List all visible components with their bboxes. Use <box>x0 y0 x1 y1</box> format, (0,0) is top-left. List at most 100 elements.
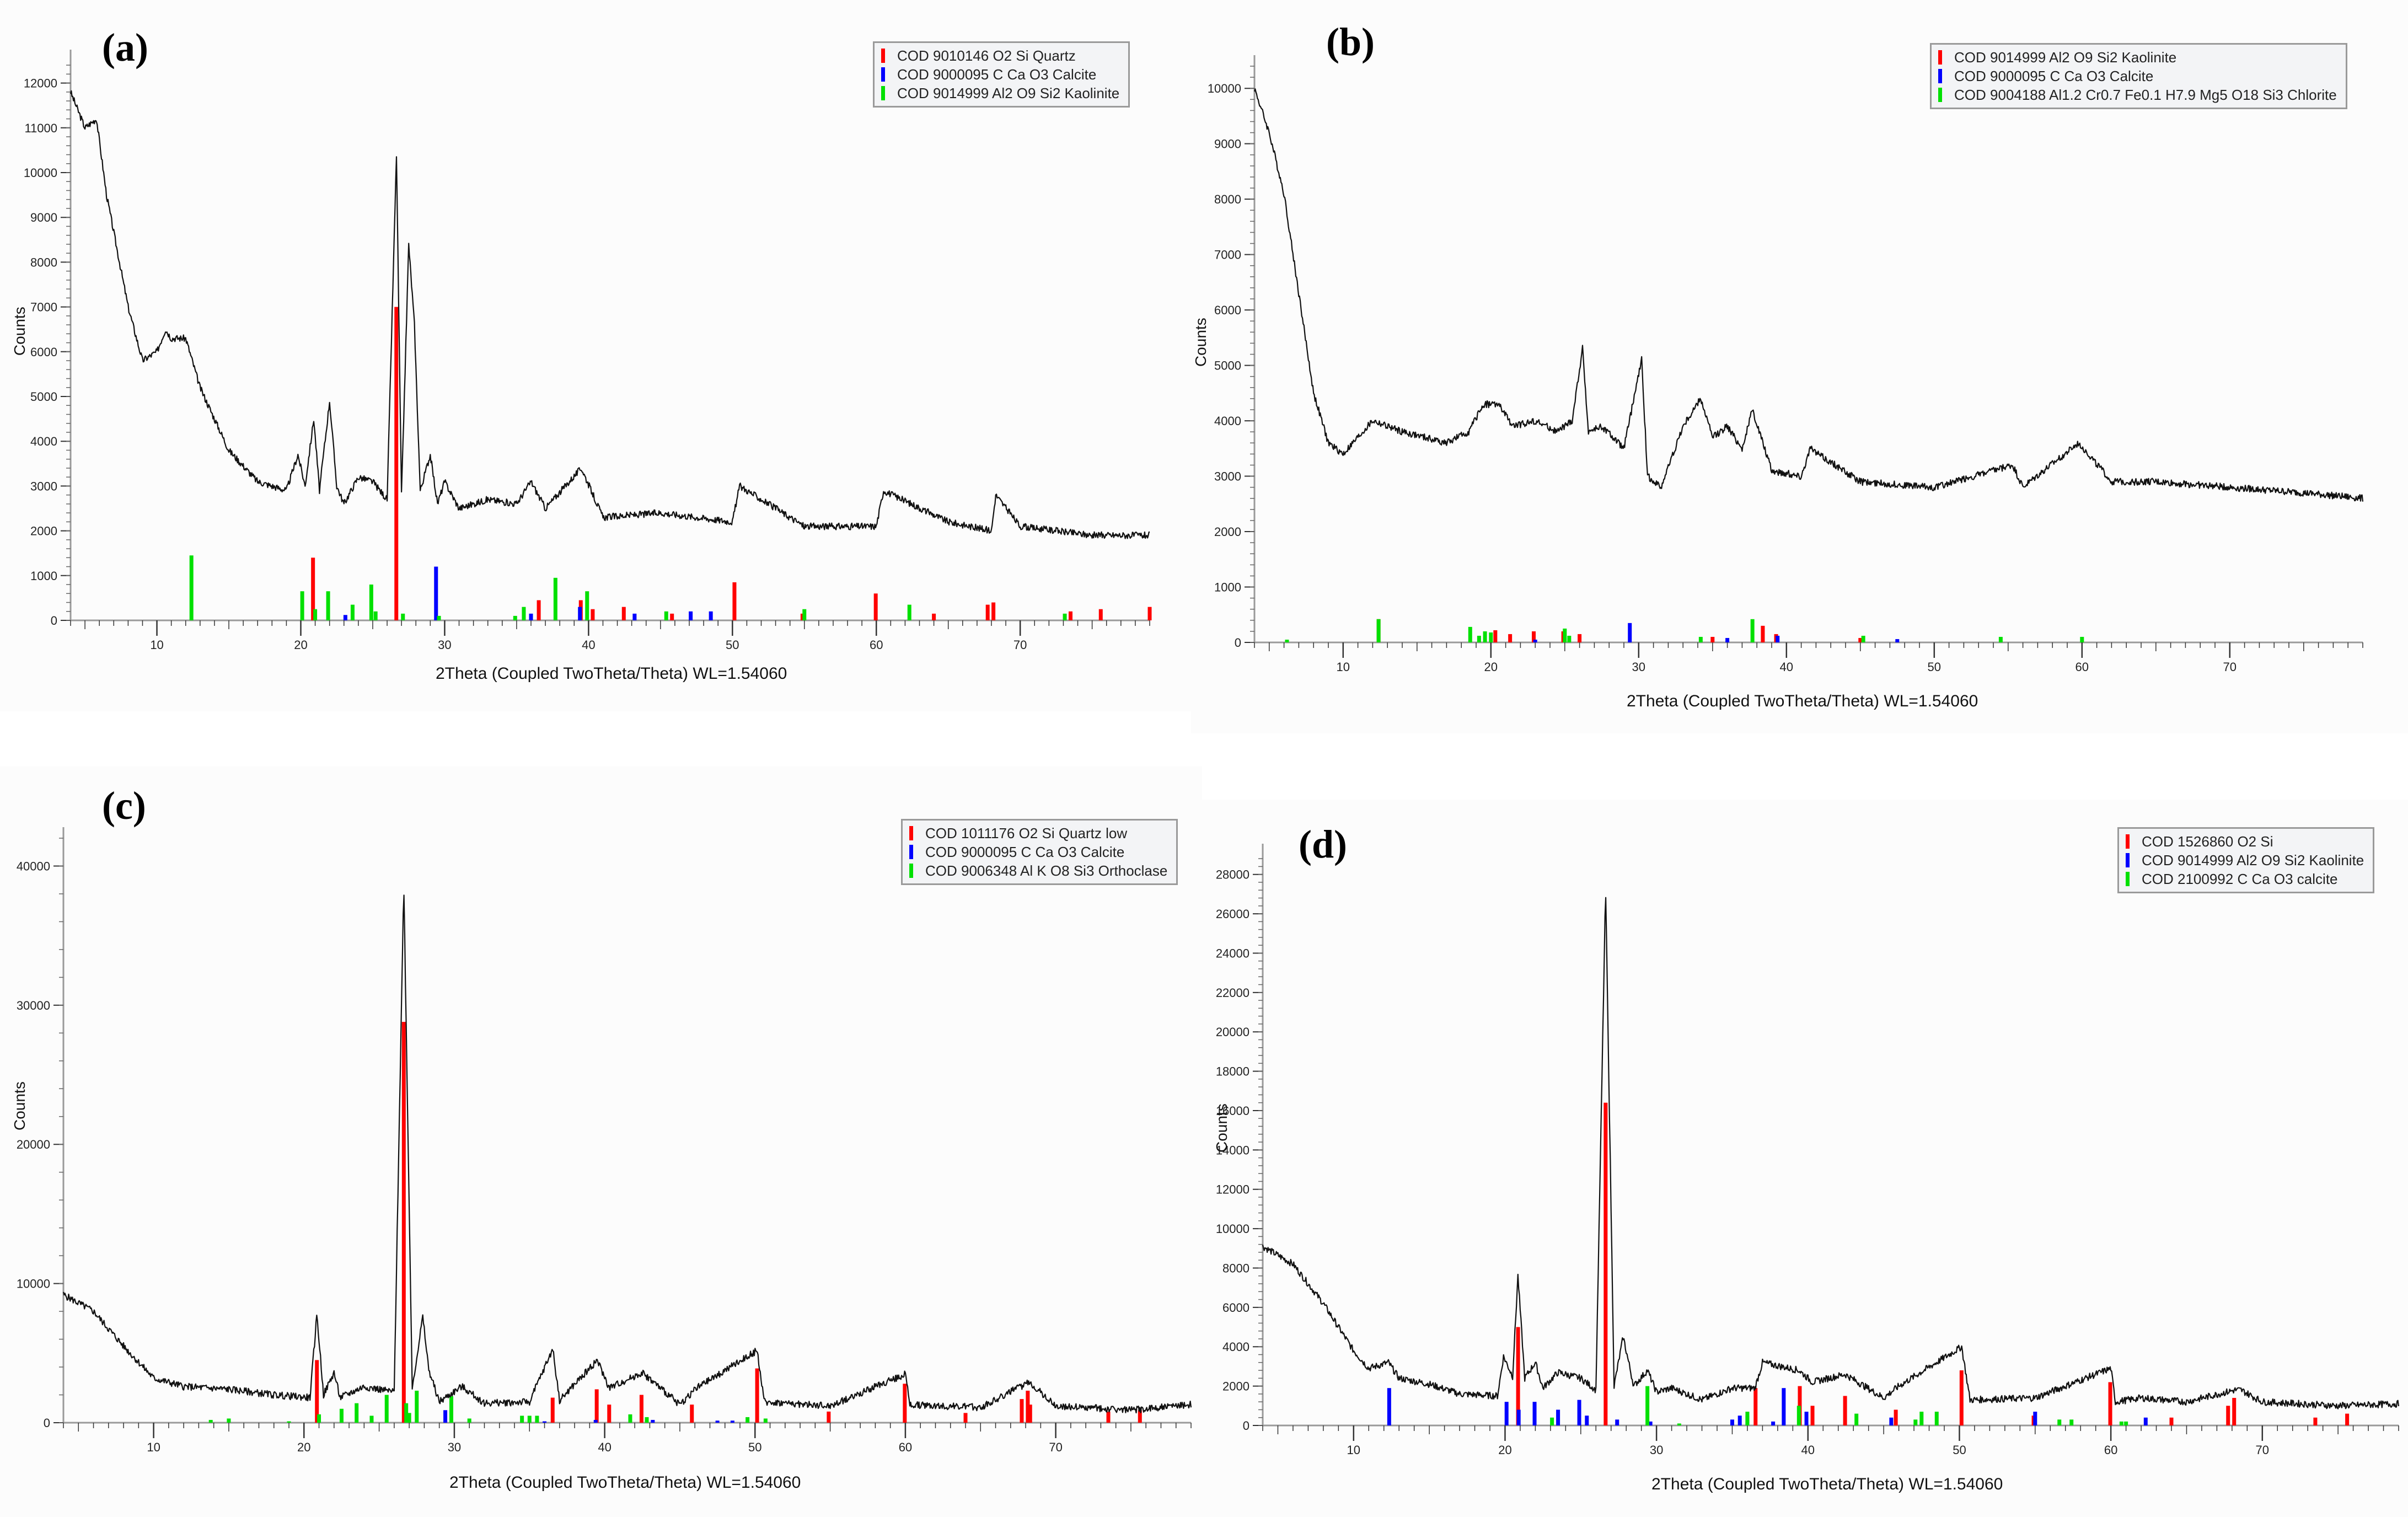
legend-item: COD 9004188 Al1.2 Cr0.7 Fe0.1 H7.9 Mg5 O… <box>1938 85 2337 104</box>
legend-d: COD 1526860 O2 Si COD 9014999 Al2 O9 Si2… <box>2117 827 2375 893</box>
legend-text: COD 9000095 C Ca O3 Calcite <box>925 843 1125 860</box>
svg-text:2000: 2000 <box>30 524 57 538</box>
legend-swatch-green <box>1938 88 1942 102</box>
plot-area-d: 0 2000 4000 6000 8000 10000 12000 14000 16000 180… <box>1216 844 2400 1457</box>
legend-text: COD 9000095 C Ca O3 Calcite <box>897 66 1097 83</box>
svg-text:28000: 28000 <box>1216 868 1249 882</box>
svg-text:1000: 1000 <box>30 569 57 583</box>
legend-swatch-green <box>2126 872 2130 886</box>
panel-label-a: (a) <box>102 25 148 69</box>
svg-text:0: 0 <box>51 614 57 628</box>
panel-d: 0 2000 4000 6000 8000 10000 12000 14000 16000 180… <box>1202 800 2408 1517</box>
svg-text:26000: 26000 <box>1216 907 1249 921</box>
y-axis-title-b: Counts <box>1192 318 1209 367</box>
legend-swatch-blue <box>1938 69 1942 83</box>
svg-text:5000: 5000 <box>1214 359 1241 373</box>
svg-text:8000: 8000 <box>1222 1261 1249 1275</box>
svg-text:14000: 14000 <box>1216 1143 1249 1157</box>
panel-b: 0 1000 2000 3000 4000 5000 6000 7000 8000 9000 100… <box>1191 0 2408 733</box>
svg-text:10000: 10000 <box>1216 1222 1249 1236</box>
legend-swatch-red <box>909 826 913 840</box>
svg-text:70: 70 <box>1049 1440 1062 1454</box>
plot-area-a: 0 1000 2000 3000 4000 5000 6000 7000 8000 9000 100… <box>24 50 1152 652</box>
svg-text:30: 30 <box>1632 660 1645 674</box>
legend-swatch-blue <box>881 67 885 82</box>
plot-area-c: 0 10000 20000 30000 40000 10 20 30 40 50 60 70 <box>17 827 1192 1454</box>
legend-text: COD 9010146 O2 Si Quartz <box>897 47 1076 64</box>
svg-text:40: 40 <box>1780 660 1793 674</box>
svg-text:20: 20 <box>297 1440 310 1454</box>
svg-text:3000: 3000 <box>1214 470 1241 484</box>
legend-item: COD 9000095 C Ca O3 Calcite <box>881 65 1119 84</box>
svg-text:8000: 8000 <box>1214 192 1241 206</box>
legend-text: COD 9004188 Al1.2 Cr0.7 Fe0.1 H7.9 Mg5 O… <box>1954 86 2337 103</box>
svg-text:60: 60 <box>899 1440 912 1454</box>
svg-text:20: 20 <box>1484 660 1498 674</box>
svg-text:6000: 6000 <box>30 345 57 359</box>
legend-item: COD 1011176 O2 Si Quartz low <box>909 824 1167 843</box>
svg-text:10: 10 <box>1347 1443 1360 1457</box>
svg-text:6000: 6000 <box>1214 303 1241 317</box>
svg-text:2000: 2000 <box>1214 525 1241 539</box>
svg-text:10000: 10000 <box>17 1277 50 1291</box>
svg-text:9000: 9000 <box>30 211 57 224</box>
svg-text:1000: 1000 <box>1214 581 1241 594</box>
legend-item: COD 9014999 Al2 O9 Si2 Kaolinite <box>1938 48 2337 67</box>
legend-item: COD 9006348 Al K O8 Si3 Orthoclase <box>909 861 1167 880</box>
svg-text:40000: 40000 <box>17 859 50 873</box>
x-axis-title-c: 2Theta (Coupled TwoTheta/Theta) WL=1.540… <box>449 1473 801 1492</box>
svg-text:12000: 12000 <box>24 77 57 90</box>
svg-text:0: 0 <box>1235 636 1241 650</box>
svg-text:60: 60 <box>2076 660 2089 674</box>
legend-swatch-blue <box>2126 853 2130 867</box>
svg-text:4000: 4000 <box>30 435 57 448</box>
svg-text:40: 40 <box>582 638 595 652</box>
svg-text:40: 40 <box>598 1440 611 1454</box>
legend-item: COD 9010146 O2 Si Quartz <box>881 46 1119 65</box>
legend-text: COD 1011176 O2 Si Quartz low <box>925 824 1128 841</box>
svg-text:0: 0 <box>44 1416 50 1430</box>
svg-text:20000: 20000 <box>17 1138 50 1151</box>
panel-label-b: (b) <box>1326 20 1375 64</box>
y-axis-title-d: Counts <box>1213 1103 1230 1153</box>
svg-text:50: 50 <box>1928 660 1941 674</box>
legend-text: COD 2100992 C Ca O3 calcite <box>2142 870 2338 887</box>
svg-text:9000: 9000 <box>1214 137 1241 151</box>
svg-text:2000: 2000 <box>1222 1380 1249 1393</box>
svg-text:30: 30 <box>448 1440 461 1454</box>
svg-text:20: 20 <box>294 638 307 652</box>
panel-label-c: (c) <box>102 784 146 828</box>
svg-text:10000: 10000 <box>24 166 57 180</box>
y-axis-title-c: Counts <box>11 1081 28 1130</box>
svg-text:18000: 18000 <box>1216 1065 1249 1079</box>
svg-text:30: 30 <box>438 638 451 652</box>
legend-swatch-red <box>1938 50 1942 65</box>
svg-text:20: 20 <box>1498 1443 1511 1457</box>
svg-text:24000: 24000 <box>1216 946 1249 960</box>
svg-text:7000: 7000 <box>1214 248 1241 262</box>
svg-text:70: 70 <box>1013 638 1027 652</box>
svg-text:7000: 7000 <box>30 301 57 314</box>
svg-text:3000: 3000 <box>30 479 57 493</box>
legend-item: COD 9014999 Al2 O9 Si2 Kaolinite <box>881 84 1119 103</box>
svg-text:16000: 16000 <box>1216 1104 1249 1118</box>
svg-text:50: 50 <box>726 638 739 652</box>
x-axis-title-a: 2Theta (Coupled TwoTheta/Theta) WL=1.540… <box>436 664 787 683</box>
svg-text:70: 70 <box>2223 660 2237 674</box>
legend-text: COD 9006348 Al K O8 Si3 Orthoclase <box>925 862 1168 879</box>
svg-text:12000: 12000 <box>1216 1183 1249 1197</box>
plot-area-b: 0 1000 2000 3000 4000 5000 6000 7000 8000 9000 100… <box>1208 55 2364 674</box>
svg-text:0: 0 <box>1243 1419 1249 1433</box>
legend-item: COD 9014999 Al2 O9 Si2 Kaolinite <box>2126 851 2364 870</box>
svg-text:60: 60 <box>870 638 883 652</box>
svg-text:70: 70 <box>2256 1443 2269 1457</box>
svg-text:4000: 4000 <box>1222 1340 1249 1354</box>
svg-text:50: 50 <box>748 1440 761 1454</box>
legend-b: COD 9014999 Al2 O9 Si2 Kaolinite COD 900… <box>1930 43 2347 109</box>
svg-text:10: 10 <box>1337 660 1350 674</box>
panel-label-d: (d) <box>1299 822 1347 866</box>
legend-swatch-green <box>909 864 913 878</box>
legend-text: COD 9014999 Al2 O9 Si2 Kaolinite <box>2142 851 2364 869</box>
legend-text: COD 1526860 O2 Si <box>2142 833 2273 850</box>
x-axis-title-d: 2Theta (Coupled TwoTheta/Theta) WL=1.540… <box>1651 1475 2003 1493</box>
